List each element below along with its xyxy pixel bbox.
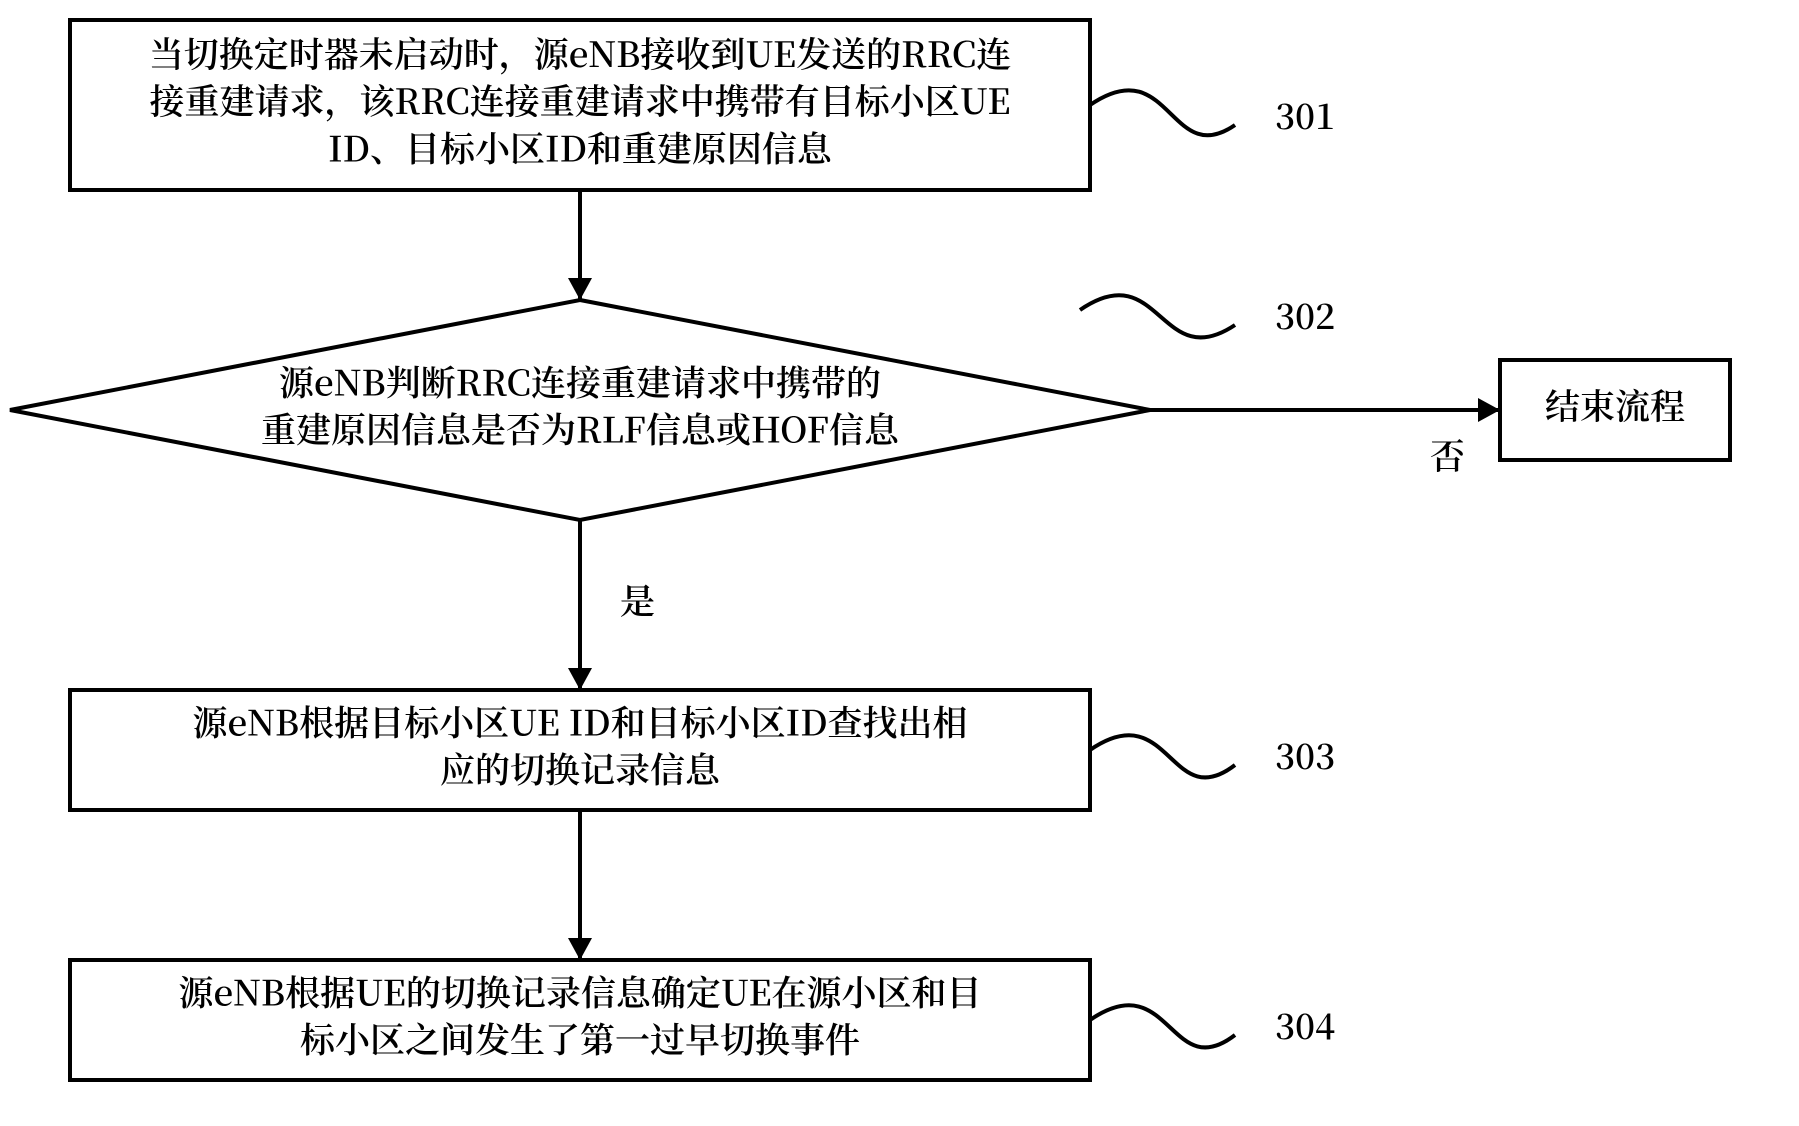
lead-line [1090,735,1235,777]
lead-line [1090,90,1235,135]
svg-text:结束流程: 结束流程 [1545,380,1685,430]
step-label: 301 [1275,90,1335,140]
svg-text:源eNB根据目标小区UE ID和目标小区ID查找出相应的切换: 源eNB根据目标小区UE ID和目标小区ID查找出相应的切换记录信息 [192,696,967,793]
flow-node-b303: 源eNB根据目标小区UE ID和目标小区ID查找出相应的切换记录信息 [70,690,1090,810]
svg-text:当切换定时器未启动时，源eNB接收到UE发送的RRC连接重建: 当切换定时器未启动时，源eNB接收到UE发送的RRC连接重建请求，该RRC连接重… [149,28,1012,173]
lead-line [1080,295,1235,337]
flow-node-end: 结束流程 [1500,360,1730,460]
edge-label: 是 [620,575,655,625]
flowchart-diagram: 当切换定时器未启动时，源eNB接收到UE发送的RRC连接重建请求，该RRC连接重… [0,0,1799,1126]
step-label: 304 [1275,1000,1335,1050]
lead-line [1090,1005,1235,1047]
svg-text:源eNB判断RRC连接重建请求中携带的重建原因信息是否为RL: 源eNB判断RRC连接重建请求中携带的重建原因信息是否为RLF信息或HOF信息 [261,356,901,453]
flow-node-d302: 源eNB判断RRC连接重建请求中携带的重建原因信息是否为RLF信息或HOF信息 [10,300,1150,520]
step-label: 302 [1275,290,1335,340]
svg-text:源eNB根据UE的切换记录信息确定UE在源小区和目标小区之间: 源eNB根据UE的切换记录信息确定UE在源小区和目标小区之间发生了第一过早切换事… [178,966,981,1063]
flow-node-b304: 源eNB根据UE的切换记录信息确定UE在源小区和目标小区之间发生了第一过早切换事… [70,960,1090,1080]
flow-node-b301: 当切换定时器未启动时，源eNB接收到UE发送的RRC连接重建请求，该RRC连接重… [70,20,1090,190]
edge-label: 否 [1430,430,1465,480]
step-label: 303 [1275,730,1335,780]
